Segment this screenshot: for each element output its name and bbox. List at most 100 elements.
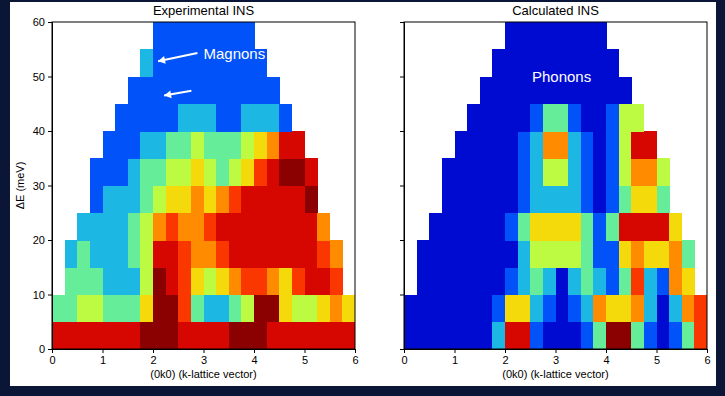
heatmap-cell <box>669 240 682 268</box>
heatmap-cell <box>682 322 695 349</box>
heatmap-cell <box>556 104 569 132</box>
heatmap-cell <box>241 104 254 132</box>
heatmap-cell <box>669 213 682 241</box>
heatmap-cell <box>505 104 518 132</box>
heatmap-cell <box>518 186 531 214</box>
heatmap-cell <box>65 322 78 349</box>
heatmap-cell <box>518 240 531 268</box>
heatmap-cell <box>267 104 280 132</box>
heatmap-cell <box>153 213 166 241</box>
heatmap-cell <box>492 49 505 77</box>
y-tick-label: 60 <box>33 16 45 28</box>
heatmap-cell <box>178 158 191 186</box>
heatmap-cell <box>153 49 166 77</box>
x-tick-mark <box>305 349 306 353</box>
y-tick: 0 <box>39 343 52 355</box>
heatmap-cell <box>581 104 594 132</box>
heatmap-cell <box>153 267 166 295</box>
x-tick: 1 <box>452 349 458 366</box>
heatmap-cell <box>631 295 644 323</box>
heatmap-cell <box>166 77 179 105</box>
heatmap-cell <box>166 295 179 323</box>
x-tick-label: 1 <box>452 354 458 366</box>
heatmap-cell <box>90 240 103 268</box>
y-tick: 40 <box>33 125 52 137</box>
heatmap-cell <box>241 322 254 349</box>
heatmap-cell <box>267 295 280 323</box>
heatmap-cell <box>166 186 179 214</box>
heatmap-cell <box>204 213 217 241</box>
heatmap-cell <box>530 22 543 50</box>
heatmap-cell <box>115 158 128 186</box>
heatmap-cell <box>204 131 217 159</box>
heatmap-cell <box>254 186 267 214</box>
heatmap-cell <box>568 131 581 159</box>
heatmap-cell <box>178 49 191 77</box>
heatmap-cell <box>518 104 531 132</box>
heatmap-cell <box>505 186 518 214</box>
heatmap-cell <box>204 104 217 132</box>
heatmap-cell <box>442 186 455 214</box>
heatmap-cell <box>442 213 455 241</box>
heatmap-cell <box>77 213 90 241</box>
annotation-arrow-head <box>158 56 166 64</box>
heatmap-cell <box>505 322 518 349</box>
heatmap-cell <box>581 322 594 349</box>
heatmap-cell <box>90 322 103 349</box>
heatmap-cell <box>90 213 103 241</box>
heatmap-cell <box>404 322 417 349</box>
heatmap-cell <box>467 104 480 132</box>
heatmap-cell <box>530 131 543 159</box>
heatmap-cell <box>480 131 493 159</box>
x-tick: 2 <box>502 349 508 366</box>
figure: 01234560102030405060Experimental INS(0k0… <box>0 0 725 396</box>
heatmap-cell <box>216 77 229 105</box>
heatmap-cell <box>166 322 179 349</box>
heatmap-cell <box>103 186 116 214</box>
heatmap-cell <box>429 240 442 268</box>
heatmap-cell <box>606 267 619 295</box>
heatmap-cell <box>644 158 657 186</box>
heatmap-cell <box>492 104 505 132</box>
x-tick-label: 6 <box>704 354 710 366</box>
heatmap-cell <box>317 213 330 241</box>
heatmap-cell <box>682 240 695 268</box>
heatmap-cell <box>204 158 217 186</box>
heatmap-cell <box>606 213 619 241</box>
heatmap-cell <box>467 267 480 295</box>
heatmap-cell <box>467 213 480 241</box>
heatmap-cell <box>682 267 695 295</box>
heatmap-cell <box>467 131 480 159</box>
heatmap-cell <box>467 322 480 349</box>
heatmap-cell <box>657 186 670 214</box>
heatmap-cell <box>581 186 594 214</box>
heatmap-cell <box>593 322 606 349</box>
heatmap-cell <box>178 267 191 295</box>
heatmap-cell <box>292 158 305 186</box>
x-axis-title: (0k0) (k-lattice vector) <box>502 368 608 380</box>
heatmap-cell <box>631 267 644 295</box>
x-tick: 5 <box>654 349 660 366</box>
heatmap-cell <box>279 267 292 295</box>
x-tick-label: 3 <box>553 354 559 366</box>
heatmap-cell <box>204 186 217 214</box>
heatmap-cell <box>191 131 204 159</box>
heatmap-cell <box>140 158 153 186</box>
heatmap-cell <box>593 186 606 214</box>
heatmap-cell <box>467 295 480 323</box>
heatmap-cell <box>153 104 166 132</box>
heatmap-cell <box>153 131 166 159</box>
heatmap-cell <box>467 240 480 268</box>
heatmap-cell <box>606 295 619 323</box>
y-tick-mark <box>48 77 52 78</box>
heatmap-cell <box>606 104 619 132</box>
x-tick: 0 <box>49 349 55 366</box>
heatmap-cell <box>330 240 343 268</box>
heatmap-cell <box>530 186 543 214</box>
heatmap-cell <box>619 158 632 186</box>
heatmap-cell <box>581 295 594 323</box>
y-tick <box>400 77 404 78</box>
heatmap-cell <box>191 295 204 323</box>
heatmap-cell <box>492 295 505 323</box>
x-tick-mark <box>204 349 205 353</box>
